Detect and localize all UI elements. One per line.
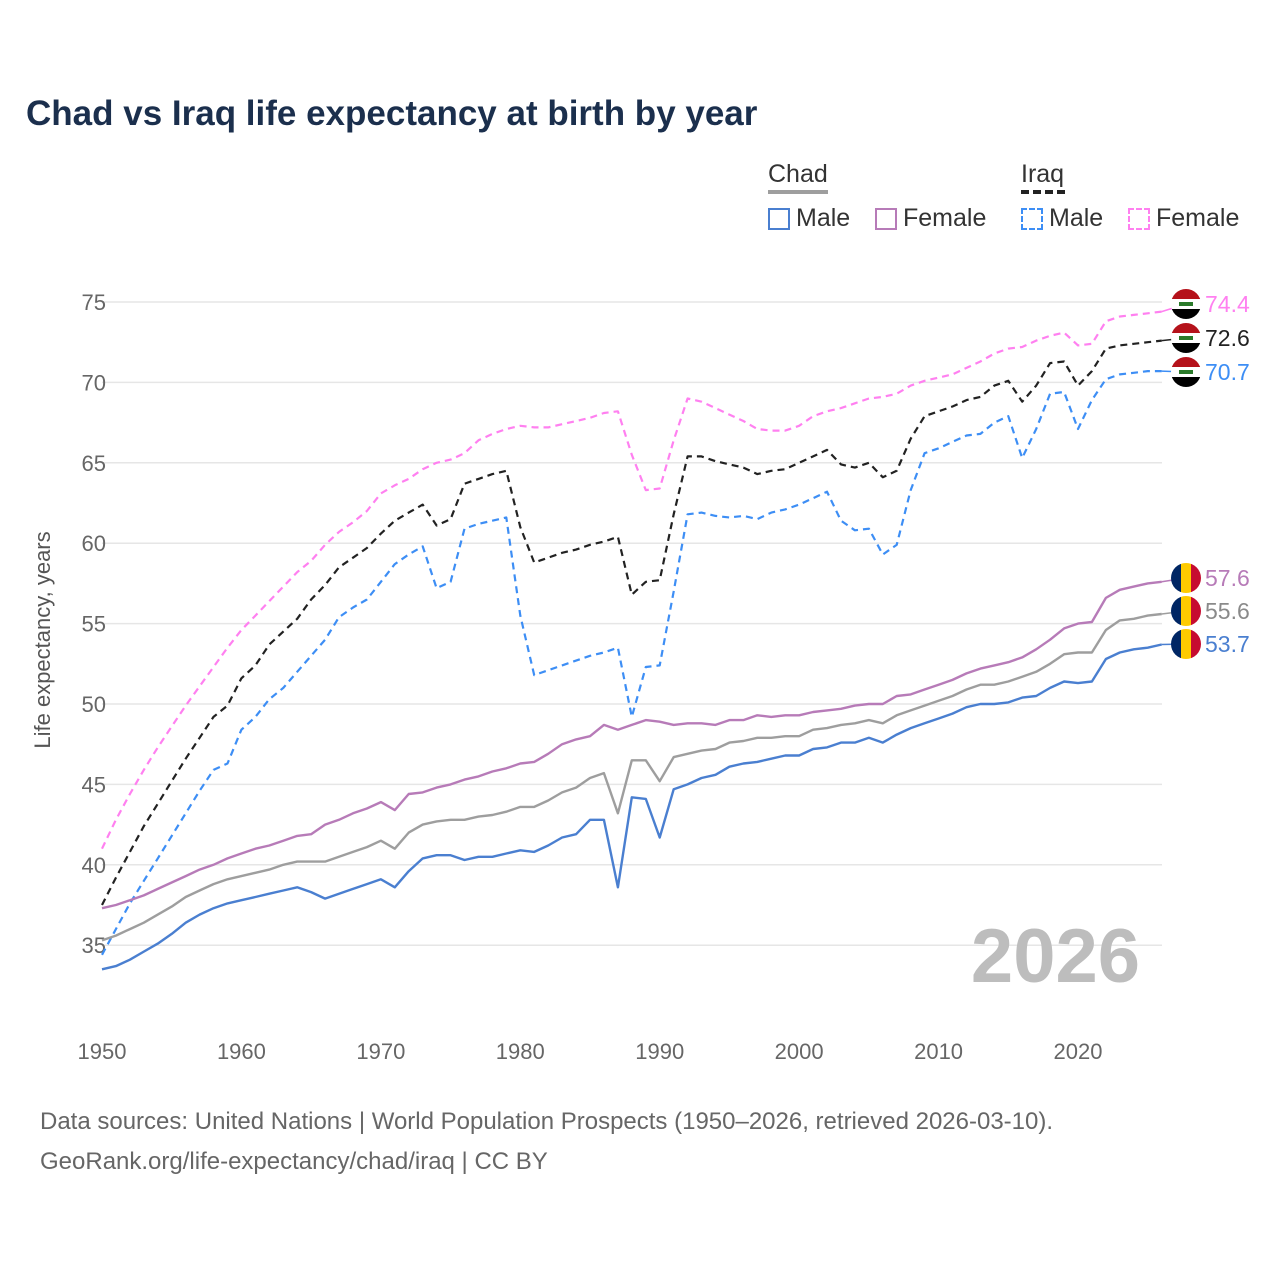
x-tick-label: 1960 — [217, 1039, 266, 1064]
legend-group-chad: Chad — [768, 160, 828, 194]
x-tick-label: 2000 — [775, 1039, 824, 1064]
y-tick-label: 55 — [82, 612, 106, 637]
x-tick-label: 1950 — [78, 1039, 127, 1064]
legend-group-iraq: Iraq — [1021, 160, 1065, 194]
legend-swatch — [875, 207, 897, 230]
chad-flag-icon — [1171, 629, 1201, 659]
legend-iraq-line — [1021, 190, 1065, 194]
end-value-label: 74.4 — [1205, 291, 1250, 317]
end-value-label: 53.7 — [1205, 631, 1250, 657]
series-line-iraq[interactable] — [101, 339, 1162, 906]
y-axis-label: Life expectancy, years — [30, 531, 55, 748]
series-line-chad[interactable] — [101, 612, 1162, 942]
legend-text: Male — [1049, 204, 1104, 232]
series-line-iraq-female[interactable] — [101, 310, 1162, 850]
chad-flag-icon — [1171, 596, 1201, 626]
legend-chad-line — [768, 190, 828, 194]
series-line-chad-male[interactable] — [101, 643, 1162, 971]
legend-swatch — [1128, 207, 1150, 230]
series-line-chad-female[interactable] — [101, 580, 1162, 910]
x-tick-label: 1970 — [356, 1039, 405, 1064]
chart-title: Chad vs Iraq life expectancy at birth by… — [26, 94, 758, 133]
legend-chad-label: Chad — [768, 160, 828, 188]
x-tick-label: 2010 — [914, 1039, 963, 1064]
y-tick-label: 75 — [82, 290, 106, 315]
y-tick-label: 65 — [82, 451, 106, 476]
legend-text: Female — [903, 204, 987, 232]
y-tick-label: 45 — [82, 772, 106, 797]
legend-chad-female[interactable]: Female — [875, 204, 986, 233]
iraq-flag-icon — [1171, 289, 1201, 319]
iraq-flag-icon — [1171, 323, 1201, 353]
x-tick-label: 2020 — [1054, 1039, 1103, 1064]
y-tick-label: 40 — [82, 853, 106, 878]
y-tick-label: 50 — [82, 692, 106, 717]
x-tick-label: 1980 — [496, 1039, 545, 1064]
legend-iraq-label: Iraq — [1021, 160, 1065, 188]
footer-link[interactable]: GeoRank.org/life-expectancy/chad/iraq | … — [40, 1148, 548, 1175]
end-value-label: 72.6 — [1205, 325, 1250, 351]
legend-text: Male — [796, 204, 851, 232]
legend-swatch — [768, 207, 790, 230]
end-value-label: 55.6 — [1205, 598, 1250, 624]
legend-chad-male[interactable]: Male — [768, 204, 850, 233]
legend-text: Female — [1156, 204, 1240, 232]
end-value-label: 57.6 — [1205, 565, 1250, 591]
chad-flag-icon — [1171, 563, 1201, 593]
legend-iraq-male[interactable]: Male — [1021, 204, 1103, 233]
legend-iraq-female[interactable]: Female — [1128, 204, 1239, 233]
legend-swatch — [1021, 207, 1043, 230]
iraq-flag-icon — [1171, 357, 1201, 387]
y-tick-label: 70 — [82, 370, 106, 395]
year-watermark: 2026 — [971, 914, 1140, 999]
end-value-label: 70.7 — [1205, 359, 1250, 385]
x-tick-label: 1990 — [635, 1039, 684, 1064]
footer-sources: Data sources: United Nations | World Pop… — [40, 1108, 1054, 1135]
y-tick-label: 60 — [82, 531, 106, 556]
